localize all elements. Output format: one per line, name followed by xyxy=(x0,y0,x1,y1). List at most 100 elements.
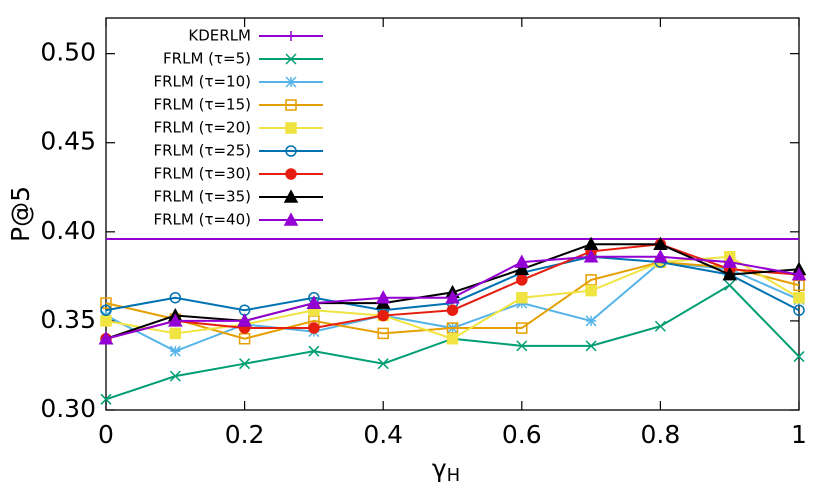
point-part xyxy=(237,313,252,327)
point xyxy=(516,322,528,334)
legend-label: KDERLM xyxy=(188,27,251,45)
point xyxy=(377,358,389,370)
point xyxy=(286,31,296,41)
point-part xyxy=(654,320,666,332)
legend-label: FRLM (τ=30) xyxy=(153,165,251,183)
point xyxy=(445,290,460,304)
point-part xyxy=(239,358,251,370)
point xyxy=(654,320,666,332)
point-part xyxy=(585,340,597,352)
y-tick-label: 0.35 xyxy=(40,305,96,334)
point xyxy=(514,261,530,275)
point-part xyxy=(308,345,320,357)
point-part xyxy=(375,290,391,304)
point xyxy=(100,297,112,309)
legend-label: FRLM (τ=5) xyxy=(163,50,251,68)
point-part xyxy=(724,279,736,291)
point-part xyxy=(445,290,460,304)
point xyxy=(793,291,805,304)
point xyxy=(100,304,112,316)
point xyxy=(375,290,391,304)
point xyxy=(100,315,112,327)
point xyxy=(722,267,737,281)
point xyxy=(377,309,389,322)
point xyxy=(724,279,736,291)
series-line xyxy=(105,261,800,340)
point-part xyxy=(169,327,182,340)
point xyxy=(585,340,597,352)
y-axis-label: P@5 xyxy=(6,186,35,242)
point-part xyxy=(585,284,597,297)
point-part xyxy=(377,309,389,322)
point-part xyxy=(100,315,112,327)
point-part xyxy=(514,261,530,275)
point xyxy=(100,393,112,405)
y-tick-label: 0.40 xyxy=(40,216,96,245)
point xyxy=(285,76,297,88)
x-axis-label: γH xyxy=(432,454,460,486)
point xyxy=(283,212,299,226)
point xyxy=(722,254,737,268)
point-part xyxy=(308,322,320,334)
legend-label: FRLM (τ=35) xyxy=(153,188,251,206)
point-part xyxy=(722,254,737,268)
point-part xyxy=(169,370,181,382)
point xyxy=(285,122,297,134)
point xyxy=(285,53,297,65)
legend-label: FRLM (τ=10) xyxy=(153,73,251,91)
x-axis-subscript: H xyxy=(447,465,461,486)
point-part xyxy=(285,99,297,111)
point xyxy=(98,331,114,345)
point xyxy=(308,322,320,334)
point xyxy=(791,267,807,281)
plot-border xyxy=(105,17,800,411)
point xyxy=(169,345,181,357)
point-part xyxy=(285,145,297,157)
legend-label: FRLM (τ=20) xyxy=(153,119,251,137)
point-part xyxy=(516,274,528,286)
x-tick-label: 0 xyxy=(98,420,114,449)
point xyxy=(306,295,322,309)
point-part xyxy=(722,267,737,281)
point-part xyxy=(793,304,805,316)
point xyxy=(169,370,181,382)
legend-label: FRLM (τ=15) xyxy=(153,96,251,114)
point-part xyxy=(514,254,530,268)
x-tick-label: 0.2 xyxy=(225,420,265,449)
y-tick-label: 0.45 xyxy=(40,127,96,156)
point xyxy=(169,291,182,304)
point-part xyxy=(100,393,112,405)
point-part xyxy=(516,340,528,352)
point-part xyxy=(306,295,322,309)
point-part xyxy=(793,291,805,304)
x-tick-label: 0.8 xyxy=(641,420,681,449)
point-part xyxy=(793,351,805,363)
point-part xyxy=(585,315,597,327)
point xyxy=(793,351,805,363)
point-part xyxy=(516,322,528,334)
point xyxy=(308,345,320,357)
point xyxy=(514,254,530,268)
legend-label: FRLM (τ=40) xyxy=(153,211,251,229)
point xyxy=(653,249,668,263)
point xyxy=(169,327,182,340)
x-tick-label: 0.4 xyxy=(363,420,403,449)
point xyxy=(285,99,297,111)
point xyxy=(446,332,459,345)
point xyxy=(285,145,297,157)
point-part xyxy=(446,332,459,345)
point xyxy=(585,315,597,327)
point xyxy=(283,189,299,203)
point-part xyxy=(285,122,297,134)
point xyxy=(377,327,389,340)
point xyxy=(446,304,459,316)
point-part xyxy=(283,189,299,203)
point-part xyxy=(169,345,181,357)
point xyxy=(516,291,528,304)
y-tick-label: 0.30 xyxy=(40,394,96,423)
point xyxy=(168,313,183,327)
point-part xyxy=(516,291,528,304)
point-part xyxy=(653,249,668,263)
x-axis-symbol: γ xyxy=(432,454,447,483)
